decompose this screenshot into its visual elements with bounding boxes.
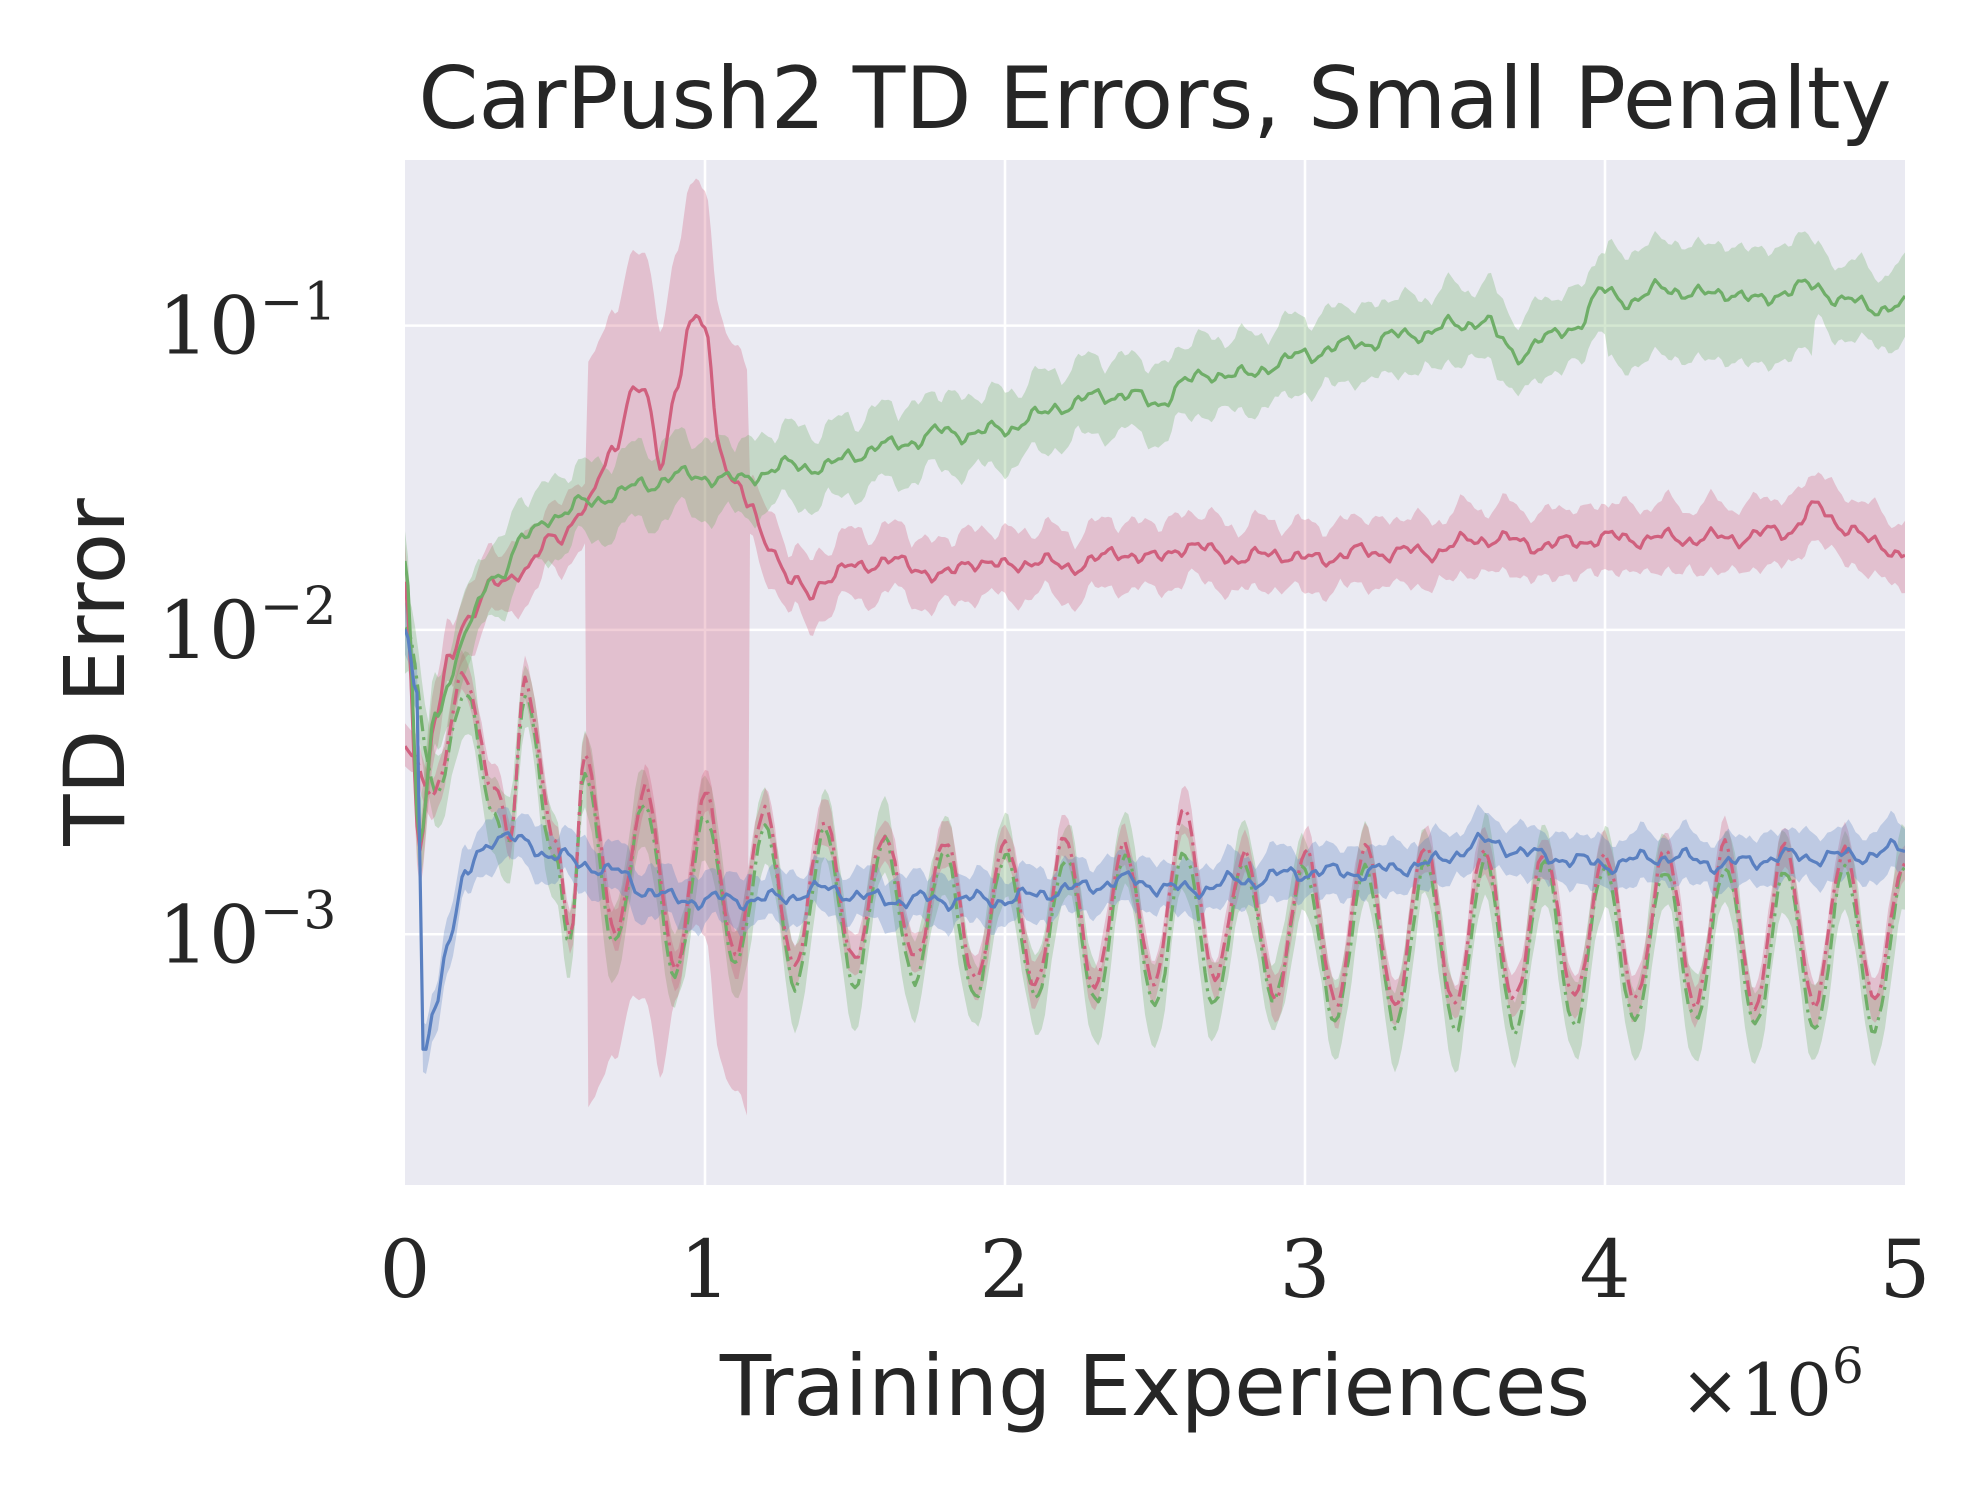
y-tick-labels: 10−110−210−3 <box>158 273 336 982</box>
y-tick-label: 10−1 <box>158 273 336 373</box>
y-tick-base: 10 <box>158 280 260 373</box>
y-tick-base: 10 <box>158 584 260 677</box>
y-tick-label: 10−3 <box>158 881 336 981</box>
x-tick-label: 3 <box>1280 1223 1331 1316</box>
series-lines <box>405 278 1905 1051</box>
y-tick-exponent: −3 <box>260 881 337 941</box>
y-tick-exponent: −1 <box>260 273 337 333</box>
x-tick-label: 5 <box>1880 1223 1931 1316</box>
x-multiplier-base: ×10 <box>1680 1348 1832 1432</box>
y-tick-exponent: −2 <box>260 577 337 637</box>
plot-background <box>405 160 1905 1185</box>
x-tick-label: 0 <box>380 1223 431 1316</box>
y-axis-label: TD Error <box>46 498 144 847</box>
chart-title: CarPush2 TD Errors, Small Penalty <box>418 49 1891 149</box>
series-green-dashdot <box>405 625 1905 1037</box>
x-multiplier-exponent: 6 <box>1832 1337 1864 1395</box>
x-tick-label: 1 <box>680 1223 731 1316</box>
series-green-solid <box>405 278 1905 844</box>
y-tick-base: 10 <box>158 888 260 981</box>
series-blue-solid <box>405 628 1905 1051</box>
x-axis-label: Training Experiences <box>719 1337 1590 1435</box>
x-multiplier: ×106 <box>1680 1337 1864 1432</box>
band-pink-dashdot <box>405 650 1905 1030</box>
series-pink-solid <box>405 313 1905 852</box>
x-tick-labels: 0 1 2 3 4 5 <box>380 1223 1931 1316</box>
band-green-dashdot <box>405 595 1905 1073</box>
x-tick-label: 4 <box>1580 1223 1631 1316</box>
band-pink-solid <box>405 178 1905 1116</box>
x-tick-label: 2 <box>980 1223 1031 1316</box>
y-tick-label: 10−2 <box>158 577 336 677</box>
